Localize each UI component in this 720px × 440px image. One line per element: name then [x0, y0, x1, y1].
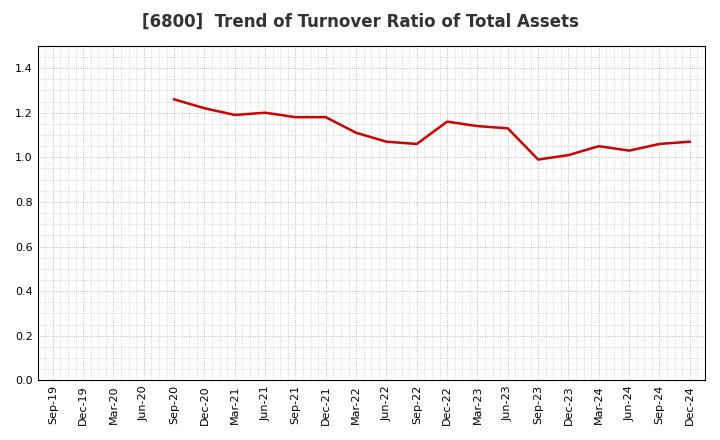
- Text: [6800]  Trend of Turnover Ratio of Total Assets: [6800] Trend of Turnover Ratio of Total …: [142, 13, 578, 31]
